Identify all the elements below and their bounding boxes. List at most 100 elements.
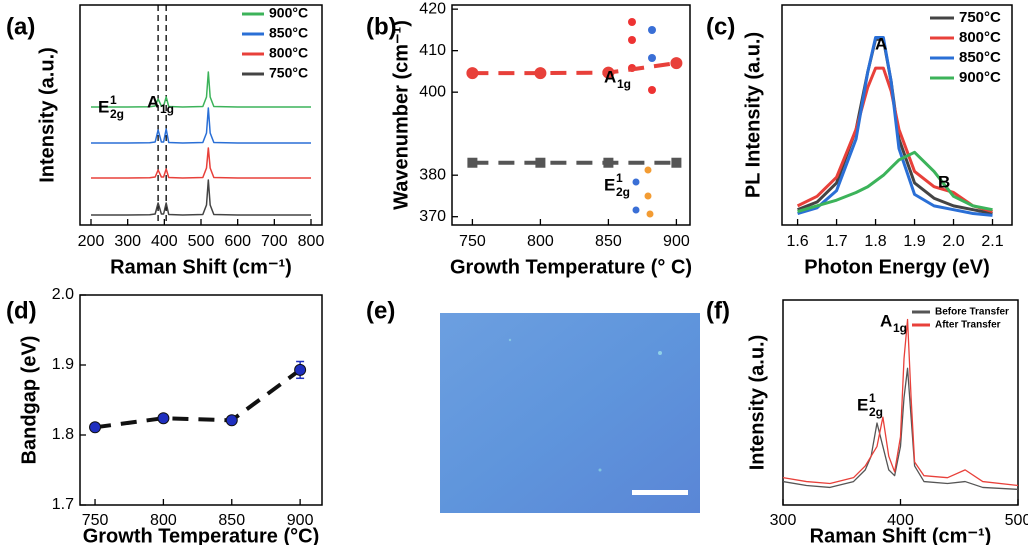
panel-label: (e) — [366, 297, 395, 324]
x-tick-label: 2.0 — [942, 233, 964, 250]
annotation-sup: 1 — [869, 391, 876, 405]
x-axis-title: Growth Temperature (° C) — [450, 256, 692, 278]
y-tick-label: 2.0 — [52, 286, 74, 303]
annotation-sub: 2g — [869, 405, 883, 419]
annotation-sub: 2g — [110, 107, 124, 121]
x-tick-label: 1.7 — [825, 233, 847, 250]
inset-atom — [632, 178, 640, 186]
y-tick-label: 1.8 — [52, 426, 74, 443]
x-tick-label: 1.9 — [903, 233, 925, 250]
annotation-sub: 1g — [160, 102, 174, 116]
x-tick-label: 800 — [298, 233, 325, 250]
annotation-sub: 1g — [893, 321, 907, 335]
micrograph-speck — [598, 468, 602, 472]
inset-atom — [632, 206, 640, 214]
x-tick-label: 900 — [663, 233, 690, 250]
marker — [467, 157, 478, 168]
legend-label: After Transfer — [935, 320, 1001, 331]
y-axis-title: Wavenumber (cm⁻¹) — [390, 20, 412, 210]
panel-label: (b) — [366, 13, 397, 40]
panel-label: (c) — [706, 13, 735, 40]
annotation-sub: 1g — [617, 77, 631, 91]
x-tick-label: 850 — [218, 512, 245, 529]
x-tick-label: 750 — [82, 512, 109, 529]
annotation: E — [98, 97, 109, 116]
x-tick-label: 500 — [188, 233, 215, 250]
panel-label: (f) — [706, 297, 730, 324]
marker — [157, 412, 170, 425]
marker — [89, 421, 102, 434]
legend-label: 850°C — [269, 25, 308, 41]
x-tick-label: 400 — [151, 233, 178, 250]
series-line — [91, 179, 311, 216]
marker — [670, 57, 683, 70]
marker — [535, 157, 546, 168]
plot-frame — [451, 4, 691, 226]
marker — [602, 66, 615, 79]
legend-label: 800°C — [959, 29, 1001, 46]
legend-label: 750°C — [959, 9, 1001, 26]
x-tick-label: 900 — [287, 512, 314, 529]
legend-label: 800°C — [269, 45, 308, 61]
y-tick-label: 410 — [419, 42, 446, 59]
micrograph — [440, 313, 700, 513]
series-line — [782, 318, 1019, 487]
x-tick-label: 1.6 — [786, 233, 808, 250]
plot-frame — [79, 294, 323, 506]
inset-a1g — [628, 18, 656, 94]
marker — [466, 67, 479, 80]
annotation: A — [147, 92, 159, 111]
annotation-sup: 1 — [110, 93, 117, 107]
x-axis-title: Raman Shift (cm⁻¹) — [810, 525, 992, 545]
y-tick-label: 380 — [419, 166, 446, 183]
x-tick-label: 500 — [1005, 512, 1028, 529]
scale-bar — [632, 490, 688, 495]
legend-label: Before Transfer — [935, 307, 1009, 318]
marker — [603, 157, 614, 168]
annotation: A — [875, 34, 887, 53]
x-axis-title: Raman Shift (cm⁻¹) — [110, 256, 292, 278]
inset-atom — [628, 18, 636, 26]
marker — [225, 414, 238, 427]
legend-label: 850°C — [959, 49, 1001, 66]
marker — [534, 67, 547, 80]
series-line — [797, 150, 993, 214]
x-tick-label: 800 — [150, 512, 177, 529]
micrograph-speck — [508, 338, 512, 342]
x-tick-label: 800 — [527, 233, 554, 250]
annotation-sub: 2g — [616, 185, 630, 199]
x-tick-label: 400 — [887, 512, 914, 529]
panel-label: (d) — [6, 297, 37, 324]
inset-atom — [646, 210, 654, 218]
x-tick-label: 1.8 — [864, 233, 886, 250]
plot-frame — [781, 4, 1013, 226]
series-line — [796, 66, 993, 214]
x-tick-label: 700 — [261, 233, 288, 250]
series-line — [91, 147, 311, 179]
x-tick-label: 600 — [224, 233, 251, 250]
y-axis-title: PL Intensity (a.u.) — [742, 32, 764, 198]
marker — [671, 157, 682, 168]
inset-atom — [628, 36, 636, 44]
x-axis-title: Photon Energy (eV) — [804, 256, 990, 278]
y-tick-label: 370 — [419, 208, 446, 225]
inset-atom — [648, 26, 656, 34]
x-tick-label: 850 — [595, 233, 622, 250]
series-line — [782, 367, 1019, 491]
annotation: B — [938, 172, 950, 191]
annotation: A — [880, 311, 892, 330]
y-tick-label: 1.7 — [52, 496, 74, 513]
annotation: E — [857, 395, 868, 414]
x-axis-title: Growth Temperature (°C) — [83, 525, 320, 545]
annotation: E — [604, 175, 615, 194]
y-axis-title: Intensity (a.u.) — [746, 335, 768, 471]
annotation-sup: 1 — [616, 171, 623, 185]
x-tick-label: 300 — [770, 512, 797, 529]
series-line — [797, 36, 993, 217]
x-tick-label: 300 — [114, 233, 141, 250]
annotation: A — [604, 67, 616, 86]
y-tick-label: 420 — [419, 0, 446, 17]
series-line — [91, 107, 311, 144]
inset-atom — [648, 86, 656, 94]
